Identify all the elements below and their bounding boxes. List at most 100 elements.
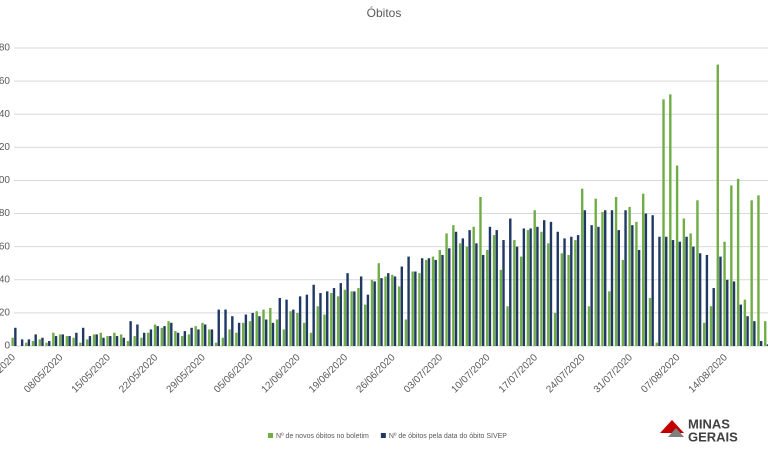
bar [540, 231, 543, 346]
x-tick-label: 07/08/2020 [639, 352, 682, 395]
y-tick-label: 100 [0, 175, 10, 186]
bar [495, 230, 498, 346]
bar [330, 293, 333, 346]
bar [106, 336, 109, 346]
y-tick-label: 0 [4, 341, 10, 352]
x-tick-label: 22/05/2020 [117, 352, 160, 395]
bar [54, 336, 58, 346]
bar [208, 329, 211, 346]
bar [397, 286, 401, 346]
x-tick-label: 24/07/2020 [544, 352, 587, 395]
bar [696, 200, 699, 346]
x-tick-label: 15/05/2020 [70, 352, 113, 395]
bar [217, 309, 220, 346]
bar [766, 344, 768, 346]
bar [522, 228, 526, 346]
bar [81, 327, 85, 346]
bar [671, 240, 675, 346]
x-tick-label: 10/07/2020 [449, 352, 492, 395]
bar [52, 332, 55, 346]
bar [115, 336, 119, 346]
bar [265, 319, 268, 346]
bar [275, 319, 279, 346]
bar [513, 240, 516, 346]
bar [350, 291, 353, 346]
x-tick-label: 31/07/2020 [592, 352, 635, 395]
bar [454, 231, 458, 346]
bar [79, 342, 82, 346]
bar [34, 334, 37, 346]
bar [27, 339, 31, 346]
y-tick-label: 60 [0, 241, 10, 252]
bar [486, 249, 489, 346]
x-tick-label: 29/05/2020 [165, 352, 208, 395]
bar [95, 334, 98, 346]
bar [126, 341, 130, 346]
bar [176, 332, 180, 346]
bar [255, 311, 258, 346]
bar [703, 322, 706, 346]
bar [658, 236, 661, 346]
bar [746, 316, 749, 346]
bar [750, 200, 753, 346]
logo-text: MINAS [688, 416, 730, 431]
bar [448, 248, 451, 346]
bar [190, 327, 193, 346]
bar [68, 336, 71, 346]
x-tick-label: 12/06/2020 [260, 352, 303, 395]
bar [580, 188, 584, 346]
bar [11, 337, 14, 346]
bar [764, 321, 767, 346]
bar [346, 273, 349, 346]
bar [248, 321, 252, 346]
bar [705, 254, 709, 346]
bar [302, 322, 306, 346]
bar [583, 210, 587, 346]
bar [590, 225, 593, 346]
bar [41, 337, 44, 346]
bar [269, 307, 272, 346]
bar [373, 281, 376, 346]
bar [644, 213, 648, 346]
bar [692, 246, 695, 346]
bar [739, 304, 743, 346]
bar [689, 233, 692, 346]
bar [339, 283, 342, 346]
x-tick-label: 17/07/2020 [497, 352, 540, 395]
bar [465, 246, 469, 346]
bar [434, 259, 437, 346]
bar [529, 228, 532, 346]
bar [678, 241, 681, 346]
bar [617, 230, 620, 346]
bar [631, 225, 634, 346]
bar [533, 210, 536, 346]
bar [391, 274, 394, 346]
bar [709, 306, 713, 346]
bar [411, 271, 414, 346]
bar [587, 306, 591, 346]
bar [536, 226, 539, 346]
bar [407, 256, 410, 346]
bar [224, 309, 227, 346]
bar [420, 258, 424, 346]
bar [502, 240, 505, 346]
y-tick-label: 40 [0, 274, 10, 285]
bar [289, 311, 292, 346]
logo-icon [660, 420, 684, 433]
bar [262, 309, 265, 346]
bar [326, 291, 329, 346]
bar [726, 279, 729, 346]
bar [614, 197, 618, 346]
legend-label: Nº de novos óbitos no boletim [276, 433, 369, 440]
bar [20, 339, 24, 346]
bar [604, 210, 607, 346]
bar [556, 231, 559, 346]
bar [357, 288, 360, 346]
bar [364, 304, 367, 346]
bar [221, 337, 225, 346]
bar [732, 281, 736, 346]
bar [336, 296, 340, 346]
y-tick-label: 140 [0, 109, 10, 120]
bar [99, 332, 102, 346]
y-tick-label: 80 [0, 208, 10, 219]
